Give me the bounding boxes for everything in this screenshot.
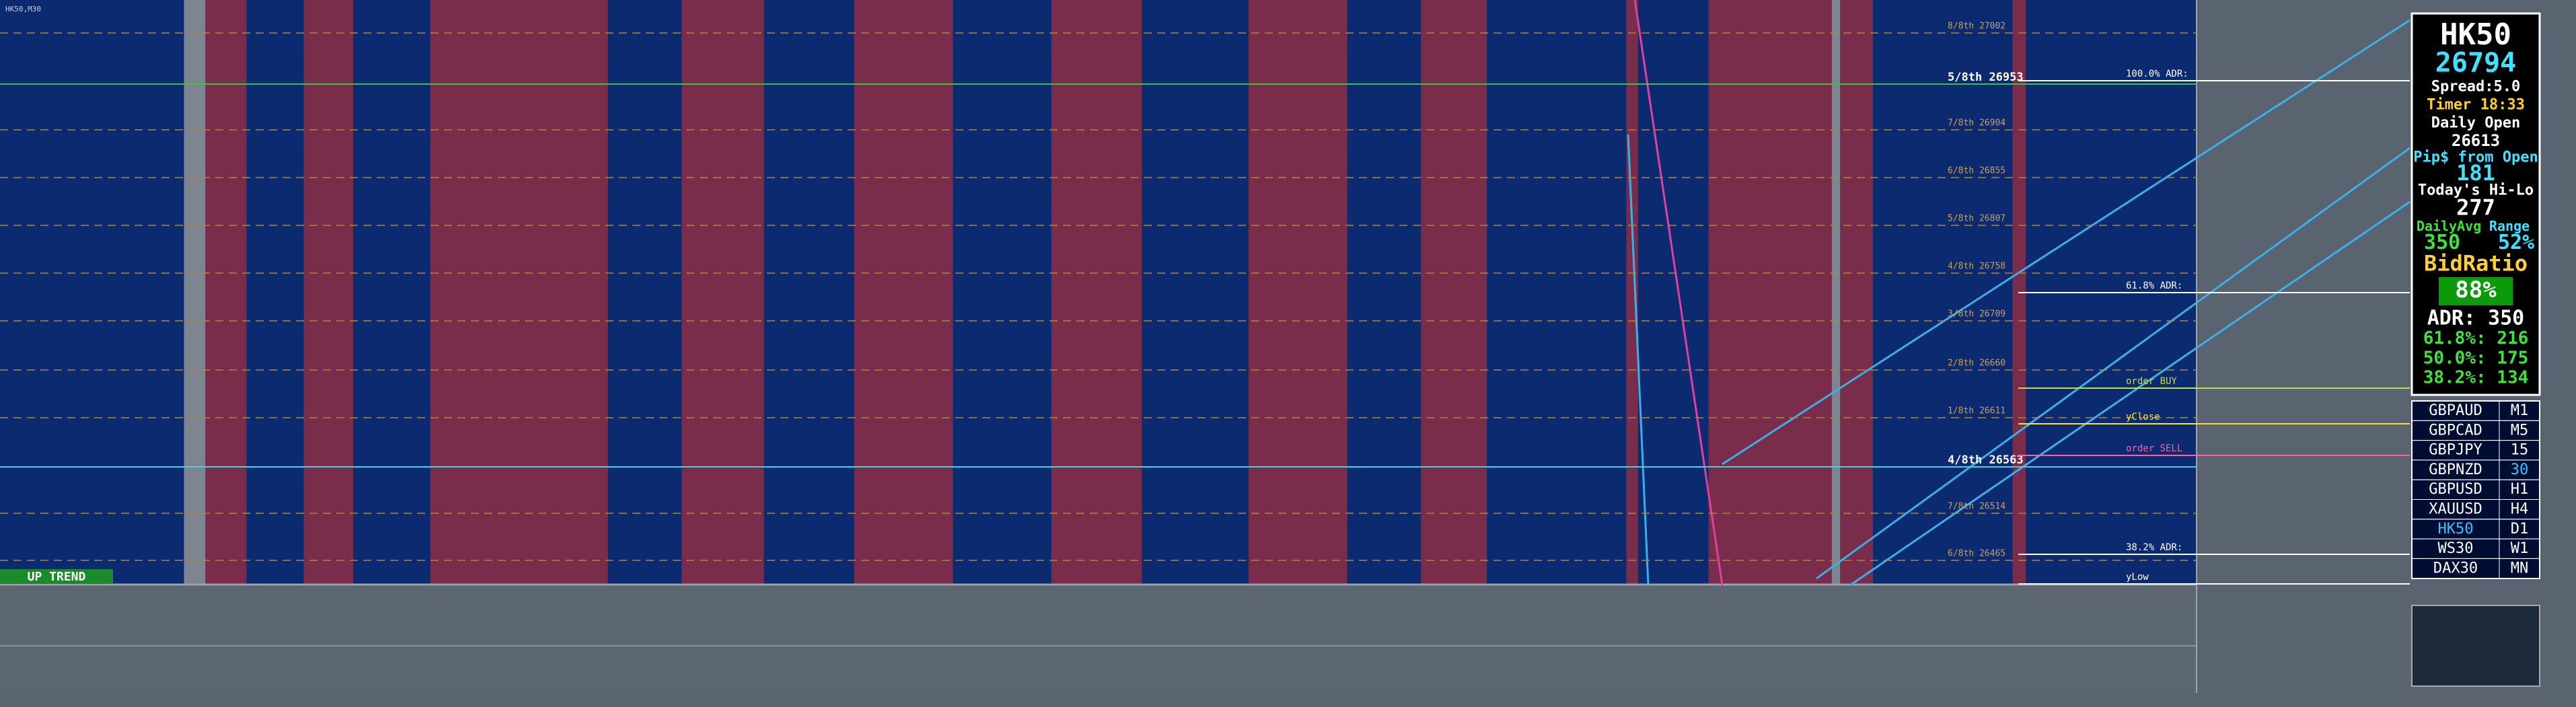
mini-widget xyxy=(2411,605,2540,687)
panel-spread: Spread:5.0 xyxy=(2431,79,2520,96)
level-label: 2/8th 26660 xyxy=(1948,359,2005,369)
panel-avg: 350 xyxy=(2424,231,2460,254)
session-band xyxy=(682,0,764,584)
symbol-name[interactable]: XAUUSD xyxy=(2429,501,2482,518)
session-band xyxy=(1708,0,1832,584)
symbol-name[interactable]: GBPJPY xyxy=(2429,442,2482,459)
panel-price: 26794 xyxy=(2435,47,2516,78)
tag-label: 100.0% ADR: xyxy=(2126,69,2188,79)
tag-label: 38.2% ADR: xyxy=(2126,542,2182,553)
symbol-name[interactable]: HK50 xyxy=(2438,521,2474,537)
panel-bid: 88% xyxy=(2455,276,2497,303)
timeframe[interactable]: 15 xyxy=(2511,442,2529,459)
panel-range: 52% xyxy=(2498,231,2534,254)
timeframe[interactable]: H1 xyxy=(2511,481,2529,498)
panel-pips-label: Pip$ from Open xyxy=(2413,149,2538,166)
timeframe[interactable]: MN xyxy=(2511,560,2529,576)
level-label: 6/8th 26465 xyxy=(1948,549,2005,559)
window-title: HK50,M30 xyxy=(5,5,41,13)
panel-symbol: HK50 xyxy=(2440,17,2511,52)
panel-adr-500: 50.0%: 175 xyxy=(2423,348,2529,368)
timeframe[interactable]: M1 xyxy=(2511,402,2529,419)
timeframe[interactable]: M5 xyxy=(2511,422,2529,439)
level-label: 3/8th 26709 xyxy=(1948,309,2005,320)
session-band xyxy=(953,0,1052,584)
channel-lines xyxy=(1627,19,2411,587)
session-band xyxy=(1840,0,1873,584)
panel-hilo: 277 xyxy=(2456,194,2495,220)
bid-ratio-box xyxy=(2439,277,2513,305)
level-label: 6/8th 26855 xyxy=(1948,166,2005,176)
session-band xyxy=(1487,0,1627,584)
session-band xyxy=(1831,0,1841,584)
session-band xyxy=(246,0,304,584)
timeframe-cell xyxy=(2499,558,2540,579)
trend-label: UP TREND xyxy=(28,570,86,584)
trend-line xyxy=(1633,0,1724,586)
session-band xyxy=(1421,0,1487,584)
session-band xyxy=(764,0,854,584)
session-band xyxy=(303,0,354,584)
level-label: 1/8th 26611 xyxy=(1948,406,2005,416)
panel-pips: 181 xyxy=(2456,160,2495,186)
session-band xyxy=(1872,0,2013,584)
panel-adr-382: 38.2%: 134 xyxy=(2423,368,2529,388)
session-band xyxy=(0,0,184,584)
timeframe[interactable]: 30 xyxy=(2511,461,2529,478)
timeframe[interactable]: W1 xyxy=(2511,540,2529,557)
trend-badge xyxy=(0,569,113,584)
panel-avg-label: DailyAvg xyxy=(2417,218,2481,234)
tag-label: order BUY xyxy=(2126,376,2177,387)
session-band xyxy=(1626,0,1638,584)
panel-hilo-label: Today's Hi-Lo xyxy=(2418,182,2534,199)
panel-daily-open: 26613 xyxy=(2452,131,2500,150)
symbol-name[interactable]: WS30 xyxy=(2438,540,2474,557)
panel-bid-label: BidRatio xyxy=(2424,250,2528,276)
panel-range-label: Range xyxy=(2489,218,2530,234)
info-panel xyxy=(2411,12,2541,396)
session-band xyxy=(205,0,247,584)
level-label: 5/8th 26953 xyxy=(1948,71,2024,84)
tag-label: 61.8% ADR: xyxy=(2126,281,2182,291)
level-label: 8/8th 27002 xyxy=(1948,22,2005,32)
level-label: 5/8th 26807 xyxy=(1948,214,2005,224)
panel-adr: ADR: 350 xyxy=(2427,307,2525,330)
panel-adr-618: 61.8%: 216 xyxy=(2423,328,2529,348)
level-label: 7/8th 26904 xyxy=(1948,118,2005,128)
symbol-table xyxy=(2411,400,2540,579)
session-band xyxy=(184,0,206,584)
symbol-name[interactable]: GBPCAD xyxy=(2429,422,2482,439)
session-band xyxy=(1142,0,1249,584)
session-band xyxy=(1347,0,1422,584)
tag-label: yClose xyxy=(2126,412,2160,422)
level-label: 4/8th 26563 xyxy=(1948,453,2024,467)
symbol-name[interactable]: GBPNZD xyxy=(2429,461,2482,478)
tag-label: order SELL xyxy=(2126,443,2182,454)
histogram-pane xyxy=(0,587,2197,687)
session-band xyxy=(608,0,682,584)
session-band xyxy=(1248,0,1348,584)
symbol-name[interactable]: GBPUSD xyxy=(2429,481,2482,498)
session-band xyxy=(430,0,608,584)
session-band xyxy=(1051,0,1142,584)
symbol-name[interactable]: DAX30 xyxy=(2433,560,2478,576)
symbol-name[interactable]: GBPAUD xyxy=(2429,402,2482,419)
tag-label: yLow xyxy=(2126,572,2149,583)
panel-timer: Timer 18:33 xyxy=(2427,96,2525,113)
session-band xyxy=(854,0,953,584)
level-label: 4/8th 26758 xyxy=(1948,262,2005,272)
level-label: 7/8th 26514 xyxy=(1948,502,2005,512)
session-band xyxy=(353,0,431,584)
timeframe[interactable]: H4 xyxy=(2511,501,2529,518)
session-bands xyxy=(0,0,2197,584)
timeframe[interactable]: D1 xyxy=(2511,521,2529,537)
panel-daily-open-label: Daily Open xyxy=(2431,114,2520,131)
